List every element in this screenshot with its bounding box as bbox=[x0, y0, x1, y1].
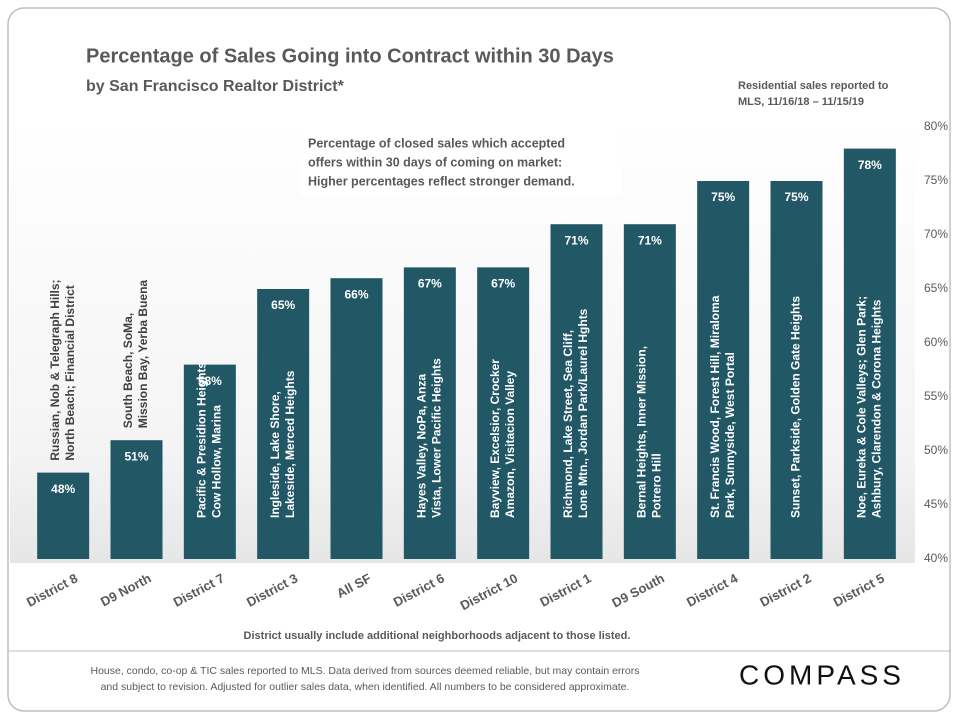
callout-box bbox=[300, 130, 622, 196]
bar-note: Hayes Valley, NoPa, Anza bbox=[415, 374, 429, 518]
callout-text: Higher percentages reflect stronger dema… bbox=[308, 174, 575, 188]
bar-note: Russian, Nob & Telegraph Hills; bbox=[48, 279, 62, 460]
value-label: 75% bbox=[784, 190, 808, 204]
bar bbox=[843, 148, 896, 559]
footnote: District usually include additional neig… bbox=[244, 630, 631, 642]
chart-title: Percentage of Sales Going into Contract … bbox=[86, 45, 614, 67]
bar-note: Sunset, Parkside, Golden Gate Heights bbox=[789, 296, 803, 518]
source-note: Residential sales reported to bbox=[738, 80, 889, 92]
y-tick-label: 75% bbox=[924, 173, 948, 187]
y-tick-label: 55% bbox=[924, 389, 948, 403]
bar-note: Amazon, Visitacion Valley bbox=[503, 371, 517, 518]
bar bbox=[770, 181, 823, 559]
value-label: 71% bbox=[638, 233, 662, 247]
bar bbox=[623, 224, 676, 559]
bar-note: South Beach, SoMa, bbox=[121, 313, 135, 428]
bar bbox=[257, 289, 310, 559]
value-label: 48% bbox=[51, 482, 75, 496]
bar-note: Pacific & Presidion Heights, bbox=[195, 359, 209, 518]
y-tick-label: 40% bbox=[924, 551, 948, 565]
bar-note: Bayview, Excelsior, Crocker bbox=[488, 359, 502, 518]
bar bbox=[37, 472, 90, 559]
value-label: 65% bbox=[271, 298, 295, 312]
bar-note: Bernal Heights, Inner Mission, bbox=[635, 346, 649, 518]
bar-note: Richmond, Lake Street, Sea Cliff, bbox=[561, 330, 575, 518]
bar-note: Ingleside, Lake Shore, bbox=[268, 391, 282, 518]
value-label: 78% bbox=[858, 158, 882, 172]
disclaimer: and subject to revision. Adjusted for ou… bbox=[101, 681, 630, 693]
value-label: 58% bbox=[198, 374, 222, 388]
bar-note: Cow Hollow, Marina bbox=[210, 405, 224, 518]
bar bbox=[697, 181, 750, 559]
bar bbox=[110, 440, 163, 559]
bar-note: Ashbury, Clarendon & Corona Heights bbox=[870, 299, 884, 518]
value-label: 67% bbox=[491, 277, 515, 291]
y-tick-label: 80% bbox=[924, 119, 948, 133]
bar-note: Noe, Eureka & Cole Valleys; Glen Park; bbox=[855, 296, 869, 518]
chart-subtitle: by San Francisco Realtor District* bbox=[86, 78, 345, 95]
bar-note: St. Francis Wood, Forest Hill, Miraloma bbox=[708, 295, 722, 518]
value-label: 67% bbox=[418, 277, 442, 291]
y-tick-label: 70% bbox=[924, 227, 948, 241]
bar-note: Vista, Lower Pacific Heights bbox=[430, 358, 444, 518]
bar bbox=[330, 278, 383, 559]
logo: COMPASS bbox=[739, 659, 905, 690]
source-note: MLS, 11/16/18 – 11/15/19 bbox=[738, 96, 864, 108]
bar bbox=[403, 267, 456, 559]
bar-note: Lone Mtn., Jordan Park/Laurel Hghts bbox=[576, 308, 590, 518]
bar bbox=[183, 364, 236, 559]
bar-note: Mission Bay, Yerba Buena bbox=[136, 280, 150, 429]
y-tick-label: 50% bbox=[924, 443, 948, 457]
value-label: 71% bbox=[564, 233, 588, 247]
value-label: 66% bbox=[344, 287, 368, 301]
bar-note: Lakeside, Merced Heights bbox=[283, 370, 297, 518]
disclaimer: House, condo, co-op & TIC sales reported… bbox=[91, 665, 640, 677]
value-label: 51% bbox=[124, 449, 148, 463]
y-tick-label: 65% bbox=[924, 281, 948, 295]
callout-text: offers within 30 days of coming on marke… bbox=[308, 155, 562, 169]
y-tick-label: 45% bbox=[924, 497, 948, 511]
bar-note: Park, Sunnyside, West Portal bbox=[723, 352, 737, 518]
y-tick-label: 60% bbox=[924, 335, 948, 349]
callout-text: Percentage of closed sales which accepte… bbox=[308, 136, 565, 150]
bar bbox=[477, 267, 530, 559]
bar-note: Potrero Hill bbox=[650, 453, 664, 518]
bar bbox=[550, 224, 603, 559]
bar-note: North Beach; Financial District bbox=[63, 285, 77, 460]
value-label: 75% bbox=[711, 190, 735, 204]
